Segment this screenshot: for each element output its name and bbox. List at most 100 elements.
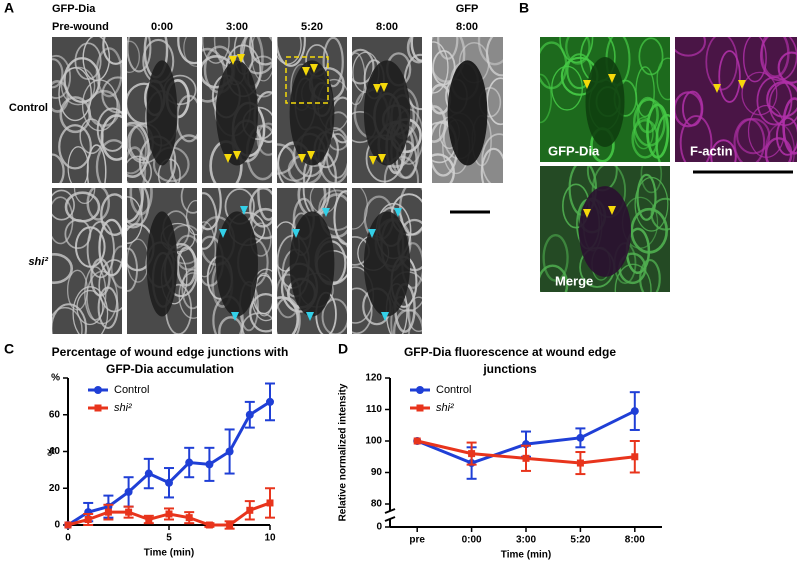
arrowhead (240, 206, 248, 215)
image-content (202, 37, 272, 183)
arrowhead (219, 229, 227, 238)
point (144, 469, 153, 478)
cell (72, 286, 109, 334)
image-content (127, 37, 197, 183)
legend-marker (416, 404, 424, 412)
micrographs (52, 37, 797, 334)
cell (254, 272, 272, 317)
cell (565, 37, 591, 65)
y-tick-label: 100 (365, 436, 382, 447)
micrograph (52, 37, 122, 183)
cell (95, 139, 122, 183)
x-tick-label: 5:20 (570, 535, 590, 546)
cell (636, 173, 657, 221)
y-tick-label: 0 (376, 522, 382, 533)
channel-label: GFP-Dia (52, 3, 96, 15)
cell (52, 153, 65, 183)
micrograph (675, 37, 797, 162)
wound (363, 60, 411, 166)
cell (73, 188, 96, 205)
arrowhead (322, 208, 330, 217)
image-label: F-actin (690, 143, 733, 158)
cell (102, 37, 122, 65)
cell (630, 207, 669, 254)
wound (579, 186, 631, 277)
y-tick-label: 120 (365, 373, 382, 384)
column-header: 0:00 (151, 21, 173, 33)
cell (202, 37, 230, 64)
image-label: GFP-Dia (548, 143, 600, 158)
point (84, 515, 92, 523)
wound (216, 211, 258, 317)
cell (614, 263, 652, 292)
series-line (67, 400, 271, 527)
cell (322, 37, 344, 88)
chart-title: GFP-Dia fluorescence at wound edge junct… (403, 345, 617, 376)
cell (480, 147, 503, 183)
point (124, 487, 133, 496)
arrowhead (306, 312, 314, 321)
arrowhead (378, 154, 386, 163)
cell (52, 54, 72, 99)
cell (52, 58, 64, 89)
point (631, 453, 639, 461)
x-tick-label: 0 (65, 533, 71, 544)
arrowhead (381, 312, 389, 321)
cell (675, 91, 703, 128)
arrowhead (233, 151, 241, 160)
cell (239, 37, 272, 75)
wound (585, 57, 625, 147)
y-tick-label: 0 (54, 520, 60, 531)
cell (202, 188, 222, 231)
point (165, 478, 173, 487)
cell (432, 153, 455, 183)
micrograph (352, 188, 422, 334)
wound (146, 60, 178, 166)
y-tick-label: % (51, 373, 60, 384)
cell (718, 50, 741, 103)
legend-marker (94, 404, 102, 412)
point (64, 521, 72, 529)
cell (249, 207, 272, 240)
micrograph (202, 188, 272, 334)
micrograph (432, 37, 503, 183)
cell (127, 37, 152, 73)
point (226, 521, 234, 529)
cell (406, 37, 422, 64)
cell (64, 218, 92, 250)
legend-label: Control (436, 384, 471, 396)
cell (432, 49, 456, 86)
cell (82, 37, 111, 82)
legend-label: Control (114, 384, 149, 396)
cell (777, 51, 797, 84)
cell (52, 303, 88, 334)
cell (742, 37, 767, 83)
y-tick-label: 90 (371, 467, 383, 478)
cell (58, 67, 92, 122)
roi-box (285, 56, 329, 104)
cell (127, 188, 144, 223)
arrowhead (231, 312, 239, 321)
point (104, 508, 112, 516)
arrowhead (302, 67, 310, 76)
cell (52, 79, 70, 113)
arrowhead (307, 151, 315, 160)
cell (352, 287, 373, 334)
cell (277, 37, 306, 67)
panel-letter: D (338, 341, 348, 357)
column-header: GFP (456, 3, 479, 15)
axis-break (384, 516, 396, 522)
cell (86, 144, 107, 183)
image-content (540, 166, 670, 292)
cell (185, 199, 197, 236)
cell (481, 133, 503, 183)
cell (183, 37, 197, 67)
cell (98, 218, 122, 277)
cell (675, 37, 707, 57)
point (125, 508, 133, 516)
micrograph (540, 37, 670, 162)
column-header: Pre-wound (52, 21, 109, 33)
y-axis-label: % (47, 447, 58, 456)
cell (178, 272, 197, 319)
